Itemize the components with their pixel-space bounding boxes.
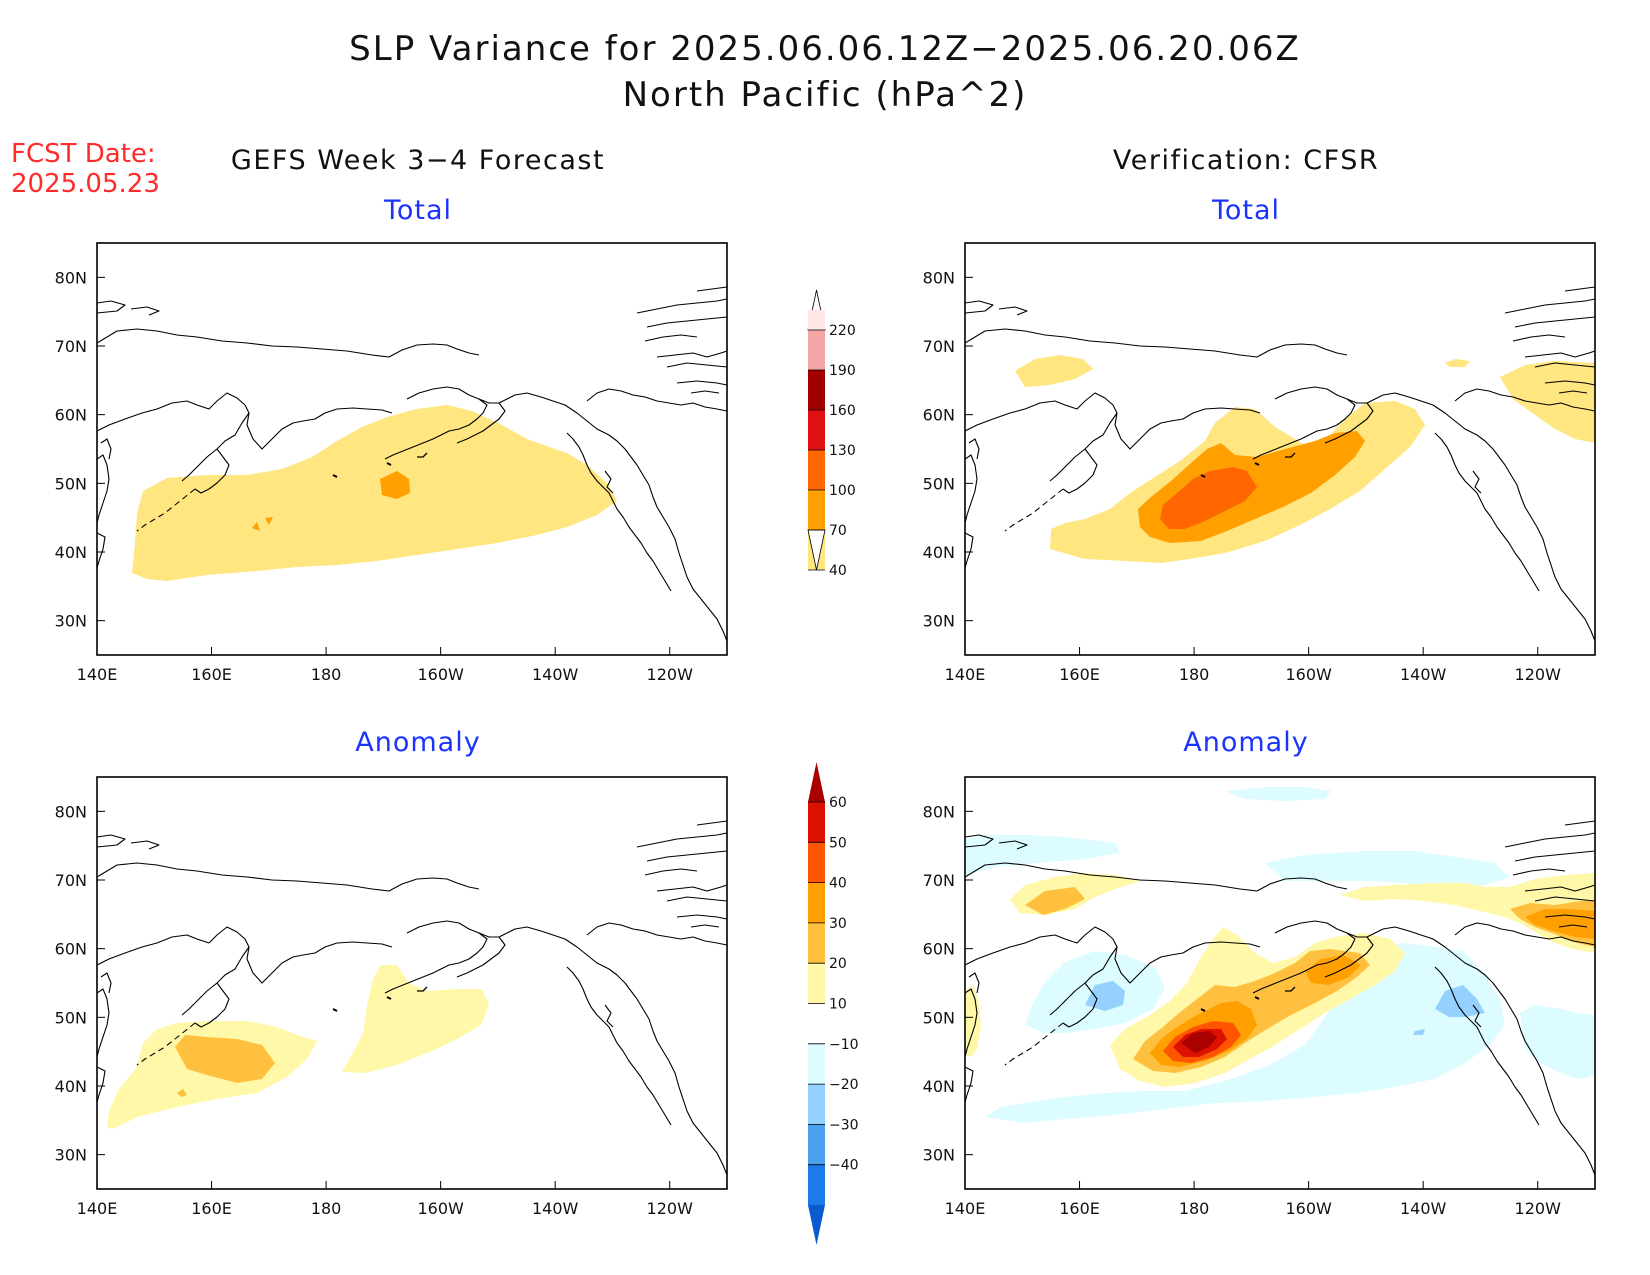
y-tick-label: 70N	[55, 337, 87, 356]
x-tick-label: 140E	[77, 1199, 118, 1218]
x-tick-label: 160W	[1285, 665, 1332, 684]
colorbar-segment	[808, 450, 825, 490]
colorbar-segment	[808, 1004, 825, 1044]
colorbar-label: −30	[829, 1117, 859, 1133]
y-tick-label: 80N	[55, 268, 87, 287]
map-panel-forecast-total: 140E 160E 180 160W 140W 120W 80N 70N 60N 50N 40N 30…	[55, 243, 727, 684]
map-panel-verification-anomaly: 140E 160E 180 160W 140W 120W 80N 70N 60N 50N 40N 30…	[923, 777, 1595, 1218]
colorbar-label: 220	[829, 323, 856, 339]
colorbar-label: 50	[829, 835, 847, 851]
x-tick-label: 160E	[1059, 1199, 1100, 1218]
colorbar-label: 70	[829, 523, 847, 539]
y-tick-label: 40N	[55, 543, 87, 562]
colorbar-segment	[808, 410, 825, 450]
colorbar-label: 40	[829, 876, 847, 892]
y-tick-label: 70N	[55, 871, 87, 890]
field-shading-verification-total	[965, 243, 1595, 655]
x-tick-label: 140W	[1400, 665, 1447, 684]
colorbar-segment	[808, 1044, 825, 1084]
colorbar-segment	[808, 1165, 825, 1205]
x-tick-label: 160E	[1059, 665, 1100, 684]
x-tick-label: 160W	[417, 1199, 464, 1218]
y-tick-label: 30N	[55, 612, 87, 631]
colorbar-segment	[808, 883, 825, 923]
colorbar-cap-bottom	[808, 1205, 825, 1245]
y-tick-label: 40N	[923, 1077, 955, 1096]
colorbar-segment	[808, 802, 825, 842]
y-tick-label: 80N	[55, 802, 87, 821]
x-tick-label: 180	[311, 665, 342, 684]
colorbar-segment	[808, 842, 825, 882]
colorbar-segment	[808, 310, 825, 330]
colorbar-segment	[808, 370, 825, 410]
y-tick-label: 60N	[923, 940, 955, 959]
colorbar-segment	[808, 330, 825, 370]
x-tick-label: 140E	[945, 665, 986, 684]
x-tick-label: 140E	[77, 665, 118, 684]
field-shading-forecast-anomaly	[97, 777, 727, 1189]
x-tick-label: 160E	[191, 1199, 232, 1218]
map-panel-forecast-anomaly: 140E 160E 180 160W 140W 120W 80N 70N 60N 50N 40N 30…	[55, 777, 727, 1218]
x-tick-label: 140W	[1400, 1199, 1447, 1218]
x-tick-label: 160E	[191, 665, 232, 684]
y-tick-label: 60N	[55, 406, 87, 425]
colorbar-label: −10	[829, 1037, 859, 1053]
colorbar-label: 30	[829, 916, 847, 932]
colorbar-segment	[808, 1124, 825, 1164]
colorbar-label: −20	[829, 1077, 859, 1093]
y-tick-label: 50N	[923, 1008, 955, 1027]
colorbar-segment	[808, 490, 825, 530]
x-tick-label: 120W	[1515, 665, 1562, 684]
y-tick-label: 80N	[923, 268, 955, 287]
y-tick-label: 60N	[923, 406, 955, 425]
y-tick-label: 70N	[923, 871, 955, 890]
y-tick-label: 40N	[923, 543, 955, 562]
x-tick-label: 180	[311, 1199, 342, 1218]
colorbar-cap-top	[808, 762, 825, 802]
map-figure: 140E 160E 180 160W 140W 120W 80N 70N 60N 50N 40N 30…	[0, 0, 1650, 1275]
y-tick-label: 30N	[55, 1146, 87, 1165]
field-shading-verification-anomaly	[965, 777, 1595, 1189]
y-tick-label: 30N	[923, 612, 955, 631]
y-tick-label: 60N	[55, 940, 87, 959]
colorbar-label: 100	[829, 483, 856, 499]
x-tick-label: 120W	[1515, 1199, 1562, 1218]
map-panel-verification-total: 140E 160E 180 160W 140W 120W 80N 70N 60N 50N 40N 30…	[923, 243, 1595, 684]
colorbar-label: 10	[829, 997, 847, 1013]
colorbar-anomaly: 60 50 40 30 20 10 −10 −20 −30 −40	[808, 762, 859, 1245]
x-tick-label: 140W	[532, 665, 579, 684]
colorbar-label: 130	[829, 443, 856, 459]
colorbar-total: 220 190 160 130 100 70 40	[808, 290, 856, 579]
x-tick-label: 160W	[1285, 1199, 1332, 1218]
y-tick-label: 80N	[923, 802, 955, 821]
x-tick-label: 140W	[532, 1199, 579, 1218]
y-tick-label: 70N	[923, 337, 955, 356]
colorbar-label: 20	[829, 956, 847, 972]
colorbar-label: 160	[829, 403, 856, 419]
colorbars: 220 190 160 130 100 70 40 60 50 40 30 20 10 −10 −20 −30…	[808, 290, 859, 1245]
x-tick-label: 120W	[647, 665, 694, 684]
field-shading-forecast-total	[97, 243, 727, 655]
colorbar-segment	[808, 1084, 825, 1124]
y-tick-label: 50N	[55, 474, 87, 493]
x-tick-label: 140E	[945, 1199, 986, 1218]
colorbar-label: 60	[829, 795, 847, 811]
y-tick-label: 30N	[923, 1146, 955, 1165]
colorbar-label: −40	[829, 1158, 859, 1174]
y-tick-label: 50N	[55, 1008, 87, 1027]
colorbar-label: 40	[829, 563, 847, 579]
y-tick-label: 40N	[55, 1077, 87, 1096]
x-tick-label: 180	[1179, 1199, 1210, 1218]
colorbar-segment	[808, 963, 825, 1003]
colorbar-segment	[808, 923, 825, 963]
y-tick-label: 50N	[923, 474, 955, 493]
x-tick-label: 120W	[647, 1199, 694, 1218]
x-tick-label: 160W	[417, 665, 464, 684]
x-tick-label: 180	[1179, 665, 1210, 684]
colorbar-label: 190	[829, 363, 856, 379]
